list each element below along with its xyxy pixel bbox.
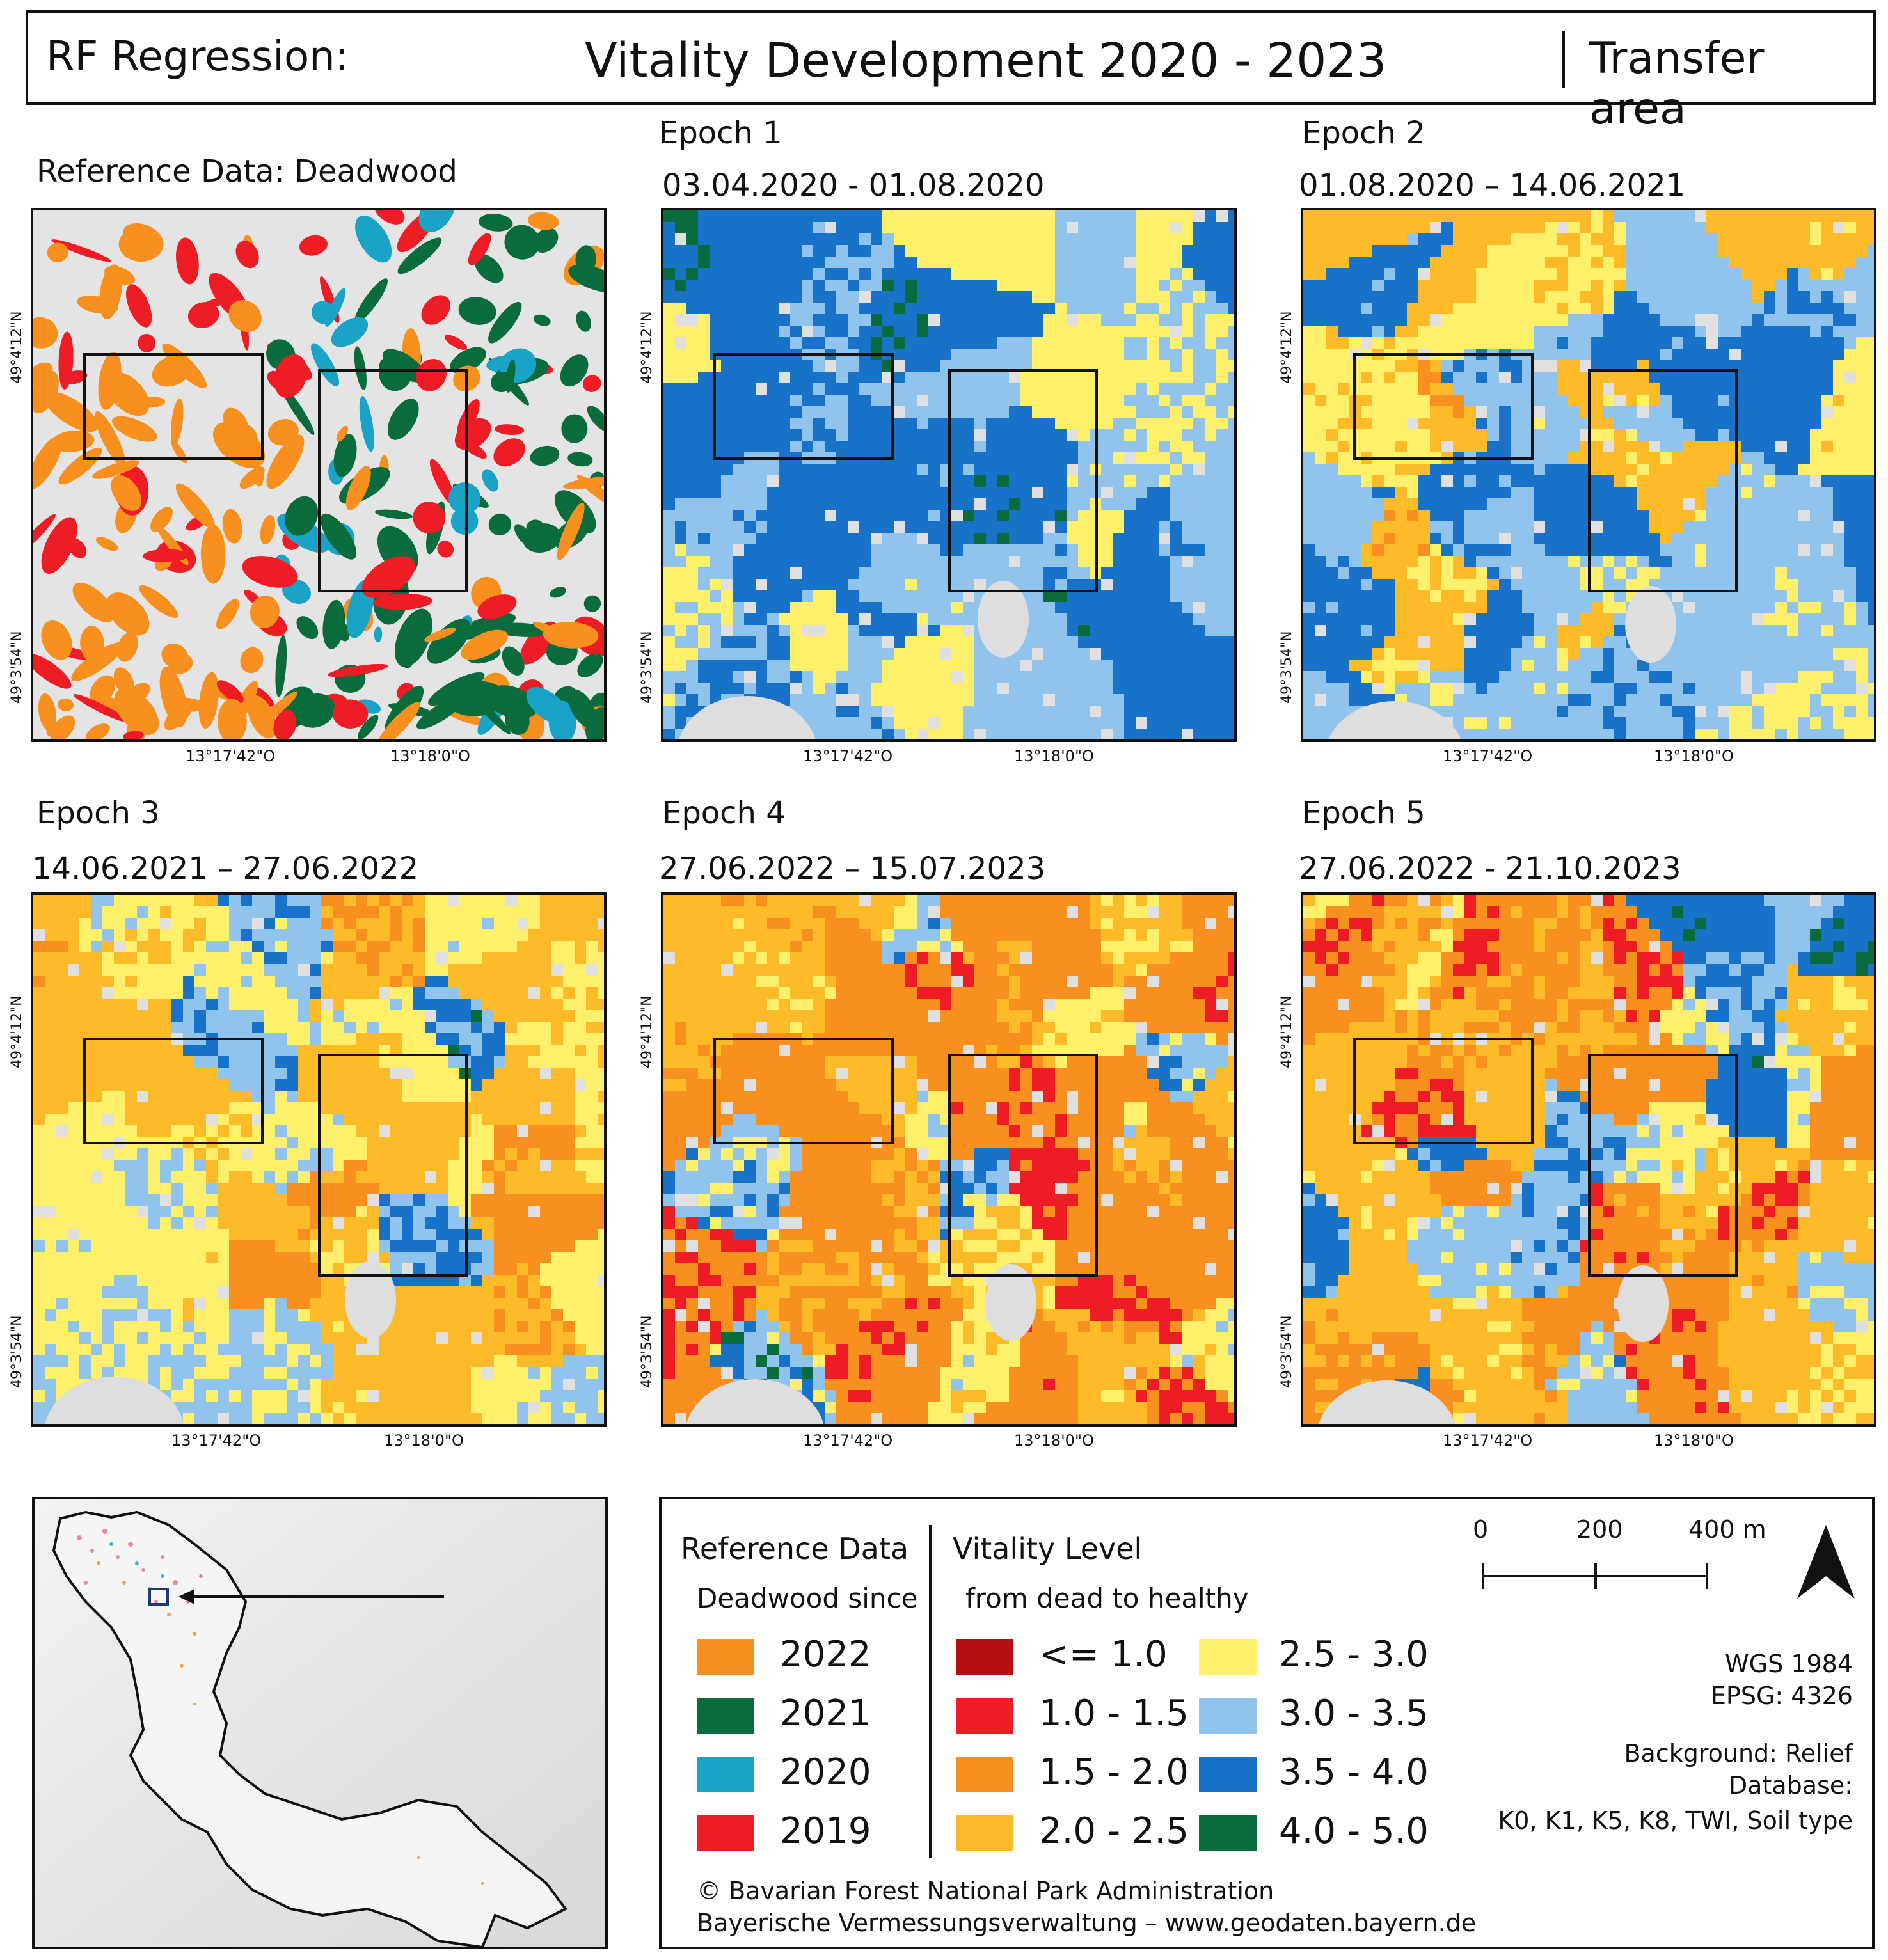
lon-tick-left: 13°17'42"O: [1443, 747, 1533, 765]
scale-bar-tick: [1594, 1563, 1597, 1589]
database-value: K0, K1, K5, K8, TWI, Soil type: [1498, 1806, 1853, 1835]
lat-tick-bottom: 49°3'54"N: [639, 631, 655, 704]
label-vitality-7: 3.5 - 4.0: [1279, 1751, 1429, 1793]
lon-tick-left: 13°17'42"O: [171, 1432, 262, 1450]
scale-tick-200: 200: [1576, 1515, 1623, 1544]
lat-tick-top: 49°4'12"N: [9, 311, 25, 384]
title-divider: [1562, 31, 1565, 88]
main-title: Vitality Development 2020 - 2023: [585, 33, 1387, 88]
panel-date-epoch4: 27.06.2022 – 15.07.2023: [659, 851, 1046, 887]
reference-legend-subtitle: Deadwood since: [697, 1583, 918, 1614]
map-epoch2: [1301, 208, 1876, 742]
study-area-marker: [148, 1588, 169, 1606]
label-vitality-5: 2.5 - 3.0: [1279, 1634, 1429, 1675]
scale-tick-0: 0: [1473, 1515, 1489, 1544]
lat-tick-bottom: 49°3'54"N: [1279, 631, 1295, 704]
swatch-vitality-2: [956, 1698, 1013, 1734]
label-vitality-2: 1.0 - 1.5: [1039, 1693, 1189, 1734]
map-epoch4: [661, 892, 1237, 1427]
lon-tick-right: 13°18'0"O: [1014, 1432, 1094, 1450]
lat-tick-bottom: 49°3'54"N: [9, 1315, 25, 1388]
lat-tick-top: 49°4'12"N: [639, 995, 655, 1068]
swatch-vitality-5: [1199, 1639, 1257, 1675]
scale-bar-tick: [1482, 1563, 1484, 1589]
lat-tick-bottom: 49°3'54"N: [9, 631, 25, 704]
lon-tick-right: 13°18'0"O: [384, 1432, 464, 1450]
label-vitality-4: 2.0 - 2.5: [1039, 1810, 1189, 1852]
scale-bar-tick: [1706, 1563, 1708, 1589]
swatch-vitality-4: [956, 1815, 1013, 1851]
lat-tick-bottom: 49°3'54"N: [639, 1315, 655, 1388]
label-vitality-1: <= 1.0: [1039, 1634, 1168, 1675]
background-note: Background: Relief: [1624, 1739, 1853, 1767]
label-vitality-6: 3.0 - 3.5: [1279, 1693, 1429, 1734]
panel-label-epoch3: Epoch 3: [36, 795, 160, 831]
lat-tick-top: 49°4'12"N: [9, 995, 25, 1068]
credit-line-2: Bayerische Vermessungsverwaltung – www.g…: [697, 1909, 1477, 1937]
lat-tick-top: 49°4'12"N: [1279, 311, 1295, 384]
area-label: Transfer area: [1589, 33, 1765, 134]
database-label: Database:: [1728, 1771, 1853, 1799]
north-arrow-icon: [1797, 1525, 1855, 1599]
map-epoch1: [661, 208, 1237, 742]
lat-tick-bottom: 49°3'54"N: [1279, 1315, 1295, 1388]
panel-label-epoch5: Epoch 5: [1302, 795, 1425, 831]
lon-tick-left: 13°17'42"O: [1443, 1432, 1533, 1450]
scale-tick-400: 400 m: [1688, 1515, 1766, 1544]
swatch-vitality-6: [1199, 1698, 1257, 1734]
map-epoch5: [1301, 892, 1876, 1427]
lon-tick-right: 13°18'0"O: [1654, 1432, 1734, 1450]
lat-tick-top: 49°4'12"N: [1279, 995, 1295, 1068]
map-epoch3: [31, 892, 607, 1427]
swatch-2019: [697, 1815, 754, 1851]
title-bar: RF Regression: Vitality Development 2020…: [26, 10, 1876, 134]
panel-label-epoch1: Epoch 1: [659, 115, 782, 151]
lon-tick-left: 13°17'42"O: [803, 1432, 893, 1450]
label-2019: 2019: [780, 1810, 871, 1852]
panel-label-reference: Reference Data: Deadwood: [36, 154, 457, 189]
panel-label-epoch2: Epoch 2: [1302, 115, 1425, 151]
swatch-vitality-3: [956, 1757, 1013, 1792]
swatch-2020: [697, 1757, 754, 1792]
lon-tick-right: 13°18'0"O: [390, 747, 470, 765]
method-label: RF Regression:: [46, 33, 349, 81]
vitality-legend-title: Vitality Level: [953, 1531, 1143, 1566]
overview-inset-map: [32, 1497, 608, 1949]
label-2021: 2021: [780, 1693, 871, 1734]
swatch-vitality-1: [956, 1639, 1013, 1675]
lon-tick-left: 13°17'42"O: [803, 747, 893, 765]
label-2020: 2020: [780, 1751, 871, 1793]
lon-tick-left: 13°17'42"O: [186, 747, 276, 765]
label-vitality-3: 1.5 - 2.0: [1039, 1751, 1189, 1793]
crs-epsg: EPSG: 4326: [1710, 1682, 1853, 1710]
lon-tick-right: 13°18'0"O: [1654, 747, 1734, 765]
panel-label-epoch4: Epoch 4: [662, 795, 786, 831]
vitality-legend-subtitle: from dead to healthy: [965, 1583, 1249, 1614]
swatch-2022: [697, 1639, 754, 1675]
swatch-2021: [697, 1698, 754, 1734]
swatch-vitality-8: [1199, 1815, 1257, 1851]
swatch-vitality-7: [1199, 1757, 1257, 1792]
credit-line-1: © Bavarian Forest National Park Administ…: [697, 1877, 1274, 1905]
panel-date-epoch3: 14.06.2021 – 27.06.2022: [32, 851, 419, 887]
park-boundary: [52, 1510, 568, 1947]
legend-panel: Reference Data Deadwood since 2022 2021 …: [659, 1497, 1875, 1949]
label-2022: 2022: [780, 1634, 871, 1675]
lon-tick-right: 13°18'0"O: [1014, 747, 1094, 765]
legend-divider: [929, 1525, 932, 1858]
crs-name: WGS 1984: [1725, 1650, 1853, 1678]
reference-legend-title: Reference Data: [681, 1531, 909, 1566]
panel-date-epoch5: 27.06.2022 - 21.10.2023: [1299, 851, 1681, 887]
panel-date-epoch1: 03.04.2020 - 01.08.2020: [662, 168, 1045, 203]
panel-date-epoch2: 01.08.2020 – 14.06.2021: [1299, 168, 1686, 203]
lat-tick-top: 49°4'12"N: [639, 311, 655, 384]
map-reference-deadwood: [31, 208, 607, 742]
label-vitality-8: 4.0 - 5.0: [1279, 1810, 1429, 1852]
